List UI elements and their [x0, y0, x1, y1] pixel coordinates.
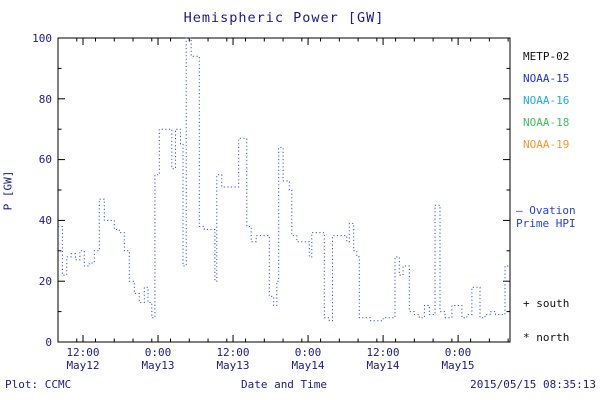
legend-satellite-noaa18: NOAA-18	[523, 116, 570, 129]
legend-satellite-metp02: METP-02	[523, 50, 570, 63]
y-tick-label: 60	[38, 153, 52, 166]
x-tick-date: May14	[366, 359, 400, 372]
x-tick-date: May13	[141, 359, 175, 372]
legend-satellite-noaa15: NOAA-15	[523, 72, 570, 85]
x-tick-label: 12:00 May12	[53, 346, 113, 372]
legend-ovation-prime-hpi: – Ovation Prime HPI	[516, 204, 576, 230]
x-tick-time: 0:00	[294, 346, 322, 359]
x-tick-date: May12	[66, 359, 100, 372]
hpi-data-line	[58, 37, 510, 322]
y-tick-label: 100	[32, 32, 52, 45]
legend-ovation-line2: Prime HPI	[516, 217, 576, 230]
plot-credit: Plot: CCMC	[5, 378, 72, 391]
line-style-sample-icon: –	[516, 204, 523, 217]
y-axis-label: P [GW]	[1, 170, 15, 211]
legend-north-marker: * north	[523, 331, 570, 344]
x-tick-time: 12:00	[216, 346, 250, 359]
y-tick-label: 40	[38, 214, 52, 227]
x-tick-time: 12:00	[366, 346, 400, 359]
y-tick-label: 20	[38, 275, 52, 288]
legend-ovation-line1: Ovation	[529, 204, 576, 217]
x-tick-date: May13	[216, 359, 250, 372]
x-axis-label: Date and Time	[240, 378, 328, 391]
x-tick-date: May15	[441, 359, 475, 372]
axis-box	[57, 37, 511, 343]
x-tick-time: 0:00	[144, 346, 172, 359]
x-tick-date: May14	[291, 359, 325, 372]
legend-satellite-noaa16: NOAA-16	[523, 94, 570, 107]
chart-title: Hemispheric Power [GW]	[183, 10, 385, 26]
x-tick-label: 0:00 May15	[428, 346, 488, 372]
timestamp: 2015/05/15 08:35:13	[470, 378, 596, 391]
x-tick-time: 0:00	[444, 346, 472, 359]
x-tick-label: 12:00 May13	[203, 346, 263, 372]
legend-satellite-noaa19: NOAA-19	[523, 138, 570, 151]
y-tick-label: 80	[38, 93, 52, 106]
y-tick-label: 0	[45, 336, 52, 349]
x-tick-time: 12:00	[66, 346, 100, 359]
x-tick-label: 0:00 May13	[128, 346, 188, 372]
legend-south-marker: + south	[523, 297, 570, 310]
x-tick-label: 0:00 May14	[278, 346, 338, 372]
x-tick-label: 12:00 May14	[353, 346, 413, 372]
